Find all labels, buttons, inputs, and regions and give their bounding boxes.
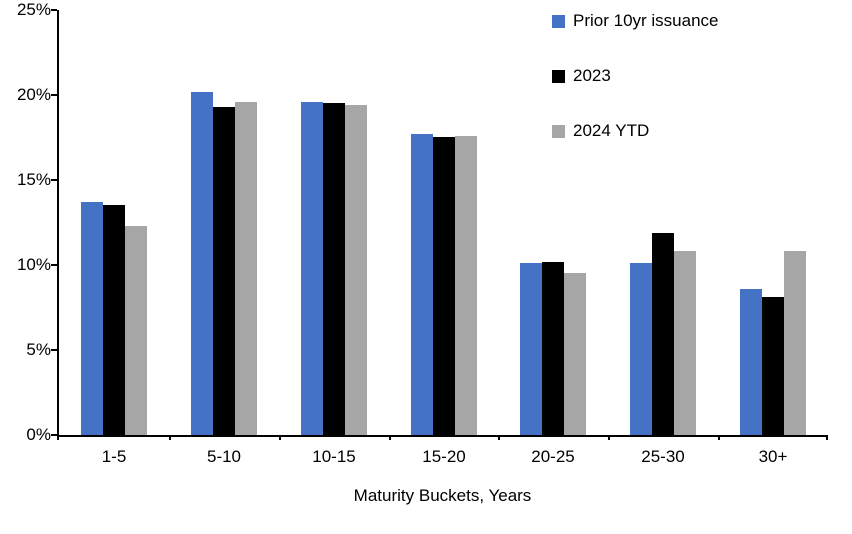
legend-label: 2024 YTD	[573, 121, 650, 140]
y-tick-label: 10%	[16, 255, 51, 274]
x-tick-label: 15-20	[422, 447, 466, 466]
legend-swatch-2024-ytd	[552, 124, 565, 138]
x-tick-mark	[718, 435, 720, 440]
y-tick-label: 25%	[16, 0, 51, 19]
bar	[103, 205, 125, 435]
y-tick-label: 5%	[26, 340, 51, 359]
bar	[762, 297, 784, 435]
bar	[455, 136, 477, 435]
bar	[301, 102, 323, 435]
bar	[520, 263, 542, 435]
y-tick-mark	[51, 264, 57, 266]
legend-item: Prior 10yr issuance	[552, 11, 719, 30]
y-tick-label: 0%	[26, 425, 51, 444]
bar	[542, 262, 564, 435]
y-tick-label: 15%	[16, 170, 51, 189]
bar	[740, 289, 762, 435]
x-tick-label: 5-10	[206, 447, 242, 466]
x-tick-label: 25-30	[641, 447, 685, 466]
bar	[323, 103, 345, 435]
bar	[630, 263, 652, 435]
legend-swatch-2023	[552, 69, 565, 83]
x-tick-label: 20-25	[531, 447, 575, 466]
y-tick-label: 20%	[16, 85, 51, 104]
y-tick-mark	[51, 9, 57, 11]
bar	[213, 107, 235, 435]
x-tick-mark	[279, 435, 281, 440]
legend-item: 2023	[552, 66, 719, 85]
legend: Prior 10yr issuance 2023 2024 YTD	[552, 11, 719, 177]
bar	[235, 102, 257, 435]
y-tick-mark	[51, 179, 57, 181]
legend-label: 2023	[573, 66, 611, 85]
bar	[433, 137, 455, 435]
plot-area	[57, 10, 828, 437]
x-tick-mark	[389, 435, 391, 440]
bar	[125, 226, 147, 435]
bar	[784, 251, 806, 435]
legend-swatch-prior-10yr	[552, 14, 565, 28]
x-tick-mark	[608, 435, 610, 440]
x-tick-mark	[169, 435, 171, 440]
y-tick-mark	[51, 434, 57, 436]
x-tick-mark	[57, 435, 59, 440]
bar	[191, 92, 213, 435]
x-tick-mark	[498, 435, 500, 440]
bar	[674, 251, 696, 435]
bar	[81, 202, 103, 435]
bar	[345, 105, 367, 435]
bar	[411, 134, 433, 435]
y-tick-mark	[51, 349, 57, 351]
legend-item: 2024 YTD	[552, 121, 719, 140]
x-axis-title: Maturity Buckets, Years	[353, 486, 532, 505]
y-tick-mark	[51, 94, 57, 96]
bar	[652, 233, 674, 435]
x-tick-label: 1-5	[101, 447, 127, 466]
x-tick-label: 30+	[758, 447, 788, 466]
x-tick-mark	[826, 435, 828, 440]
legend-label: Prior 10yr issuance	[573, 11, 719, 30]
x-tick-label: 10-15	[312, 447, 356, 466]
bar	[564, 273, 586, 435]
